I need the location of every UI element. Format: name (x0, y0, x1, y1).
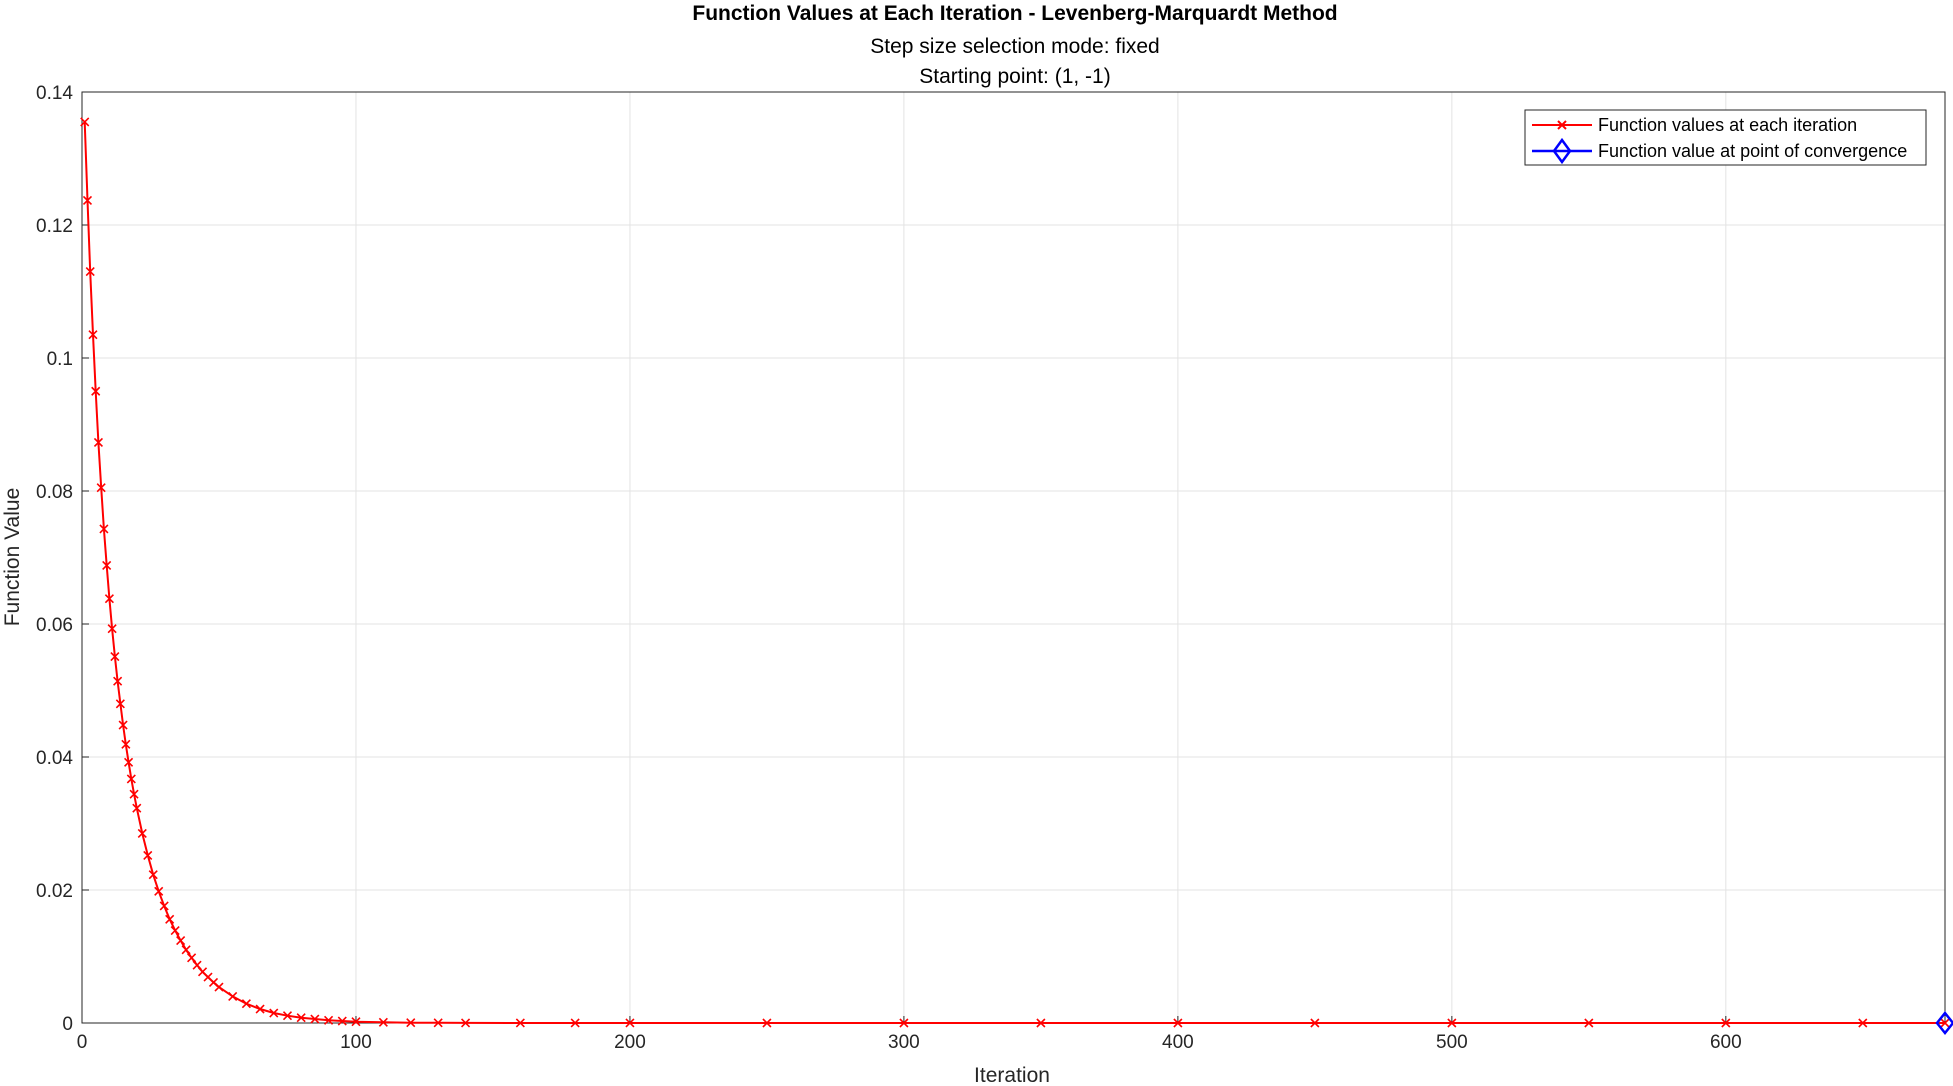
function-value-point (241, 999, 251, 1009)
function-value-point (762, 1018, 772, 1028)
y-tick-label: 0.06 (36, 615, 73, 636)
function-value-point (159, 901, 169, 911)
function-value-point (269, 1008, 279, 1018)
function-value-point (102, 560, 112, 571)
function-value-point (570, 1018, 580, 1028)
function-value-point (80, 117, 90, 127)
function-value-point (99, 524, 109, 534)
chart-subtitle-step-mode: Step size selection mode: fixed (870, 35, 1160, 58)
function-value-point (433, 1018, 443, 1028)
legend-x-marker-icon (1557, 120, 1567, 130)
function-value-point (187, 953, 197, 963)
function-value-point (85, 266, 95, 277)
function-value-point (176, 935, 186, 946)
function-value-point (296, 1013, 306, 1023)
function-value-point (515, 1018, 525, 1028)
x-tick-label: 200 (614, 1032, 646, 1053)
function-value-point (91, 386, 101, 396)
function-value-point (1036, 1018, 1046, 1028)
function-value-point (129, 789, 139, 799)
function-value-point (107, 624, 117, 634)
function-value-point (82, 195, 93, 205)
x-tick-label: 300 (888, 1032, 920, 1053)
y-tick-label: 0.1 (47, 349, 73, 370)
series (80, 117, 1953, 1036)
function-value-point (181, 945, 191, 955)
function-value-point (170, 925, 180, 936)
function-value-point (121, 739, 131, 749)
function-value-point (88, 330, 98, 340)
legend-box (1524, 109, 1927, 166)
x-tick-label: 500 (1436, 1032, 1468, 1053)
function-value-point (126, 774, 136, 784)
chart-subtitle-starting-point: Starting point: (1, -1) (919, 65, 1110, 88)
function-value-point (1858, 1018, 1868, 1028)
function-value-point (406, 1018, 416, 1028)
function-value-point (378, 1017, 388, 1027)
function-value-point (154, 886, 164, 896)
function-value-point (255, 1004, 265, 1014)
plot-area (81, 91, 1946, 1024)
function-value-point (93, 437, 104, 448)
x-tick-label: 0 (77, 1032, 88, 1053)
function-value-point (113, 676, 123, 686)
y-axis: 0 0.02 0.04 0.06 0.08 0.1 0.12 0.14 (36, 83, 89, 1035)
x-tick-label: 400 (1162, 1032, 1194, 1053)
function-value-point (1447, 1018, 1457, 1028)
y-tick-label: 0.12 (36, 216, 73, 237)
function-value-point (1721, 1018, 1731, 1028)
function-value-point (148, 870, 158, 880)
function-value-point (625, 1018, 635, 1028)
legend-diamond-marker-icon (1552, 137, 1572, 165)
convergence-point (1935, 1010, 1953, 1036)
function-value-point (899, 1018, 909, 1028)
function-value-point (143, 850, 153, 860)
function-value-point (1940, 1018, 1950, 1028)
grid (82, 92, 1945, 1023)
x-axis: 0 100 200 300 400 500 600 (77, 1016, 1742, 1053)
y-tick-label: 0.04 (36, 748, 73, 769)
function-value-point (214, 982, 224, 992)
function-value-point (351, 1017, 361, 1027)
function-value-point (165, 914, 175, 924)
function-value-point (282, 1011, 293, 1021)
x-axis-label: Iteration (974, 1064, 1050, 1086)
function-value-point (1584, 1018, 1594, 1028)
function-value-point (132, 803, 142, 813)
y-tick-label: 0 (62, 1014, 73, 1035)
function-value-point (324, 1015, 334, 1025)
y-tick-label: 0.14 (36, 83, 73, 104)
y-tick-label: 0.02 (36, 881, 73, 902)
function-value-point (118, 720, 128, 730)
legend-label-convergence: Function value at point of convergence (1598, 141, 1907, 161)
function-value-point (1310, 1018, 1320, 1028)
function-value-point (460, 1018, 471, 1028)
function-value-point (1173, 1018, 1183, 1028)
function-value-point (310, 1014, 320, 1024)
function-value-point (110, 652, 120, 662)
function-value-point (124, 757, 134, 767)
y-tick-label: 0.08 (36, 482, 73, 503)
function-value-point (192, 960, 202, 970)
legend: Function values at each iteration Functi… (1524, 109, 1927, 166)
function-value-point (115, 699, 125, 709)
chart-title: Function Values at Each Iteration - Leve… (692, 2, 1337, 25)
y-axis-label: Function Value (1, 488, 24, 627)
x-tick-label: 600 (1710, 1032, 1742, 1053)
function-value-point (96, 483, 106, 493)
legend-label-function-values: Function values at each iteration (1598, 115, 1857, 135)
function-values-line (83, 121, 1945, 1024)
function-value-point (137, 828, 147, 839)
function-value-point (104, 594, 114, 604)
function-value-point (337, 1016, 347, 1026)
x-tick-label: 100 (340, 1032, 372, 1053)
function-value-point (228, 991, 238, 1001)
